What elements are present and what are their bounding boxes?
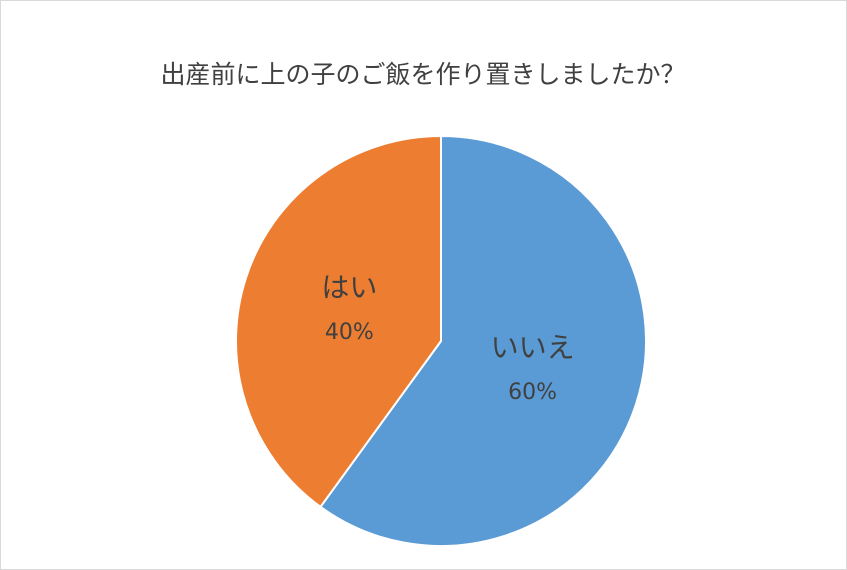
slice-category-label: はい (321, 271, 377, 304)
slice-category-label: いいえ (491, 331, 575, 364)
pie-slice (319, 134, 647, 547)
pie-slice (235, 134, 442, 509)
chart-title: 出産前に上の子のご飯を作り置きしましたか？ (160, 60, 685, 89)
slice-value-label: 40% (325, 320, 374, 345)
slice-value-label: 60% (508, 380, 557, 405)
